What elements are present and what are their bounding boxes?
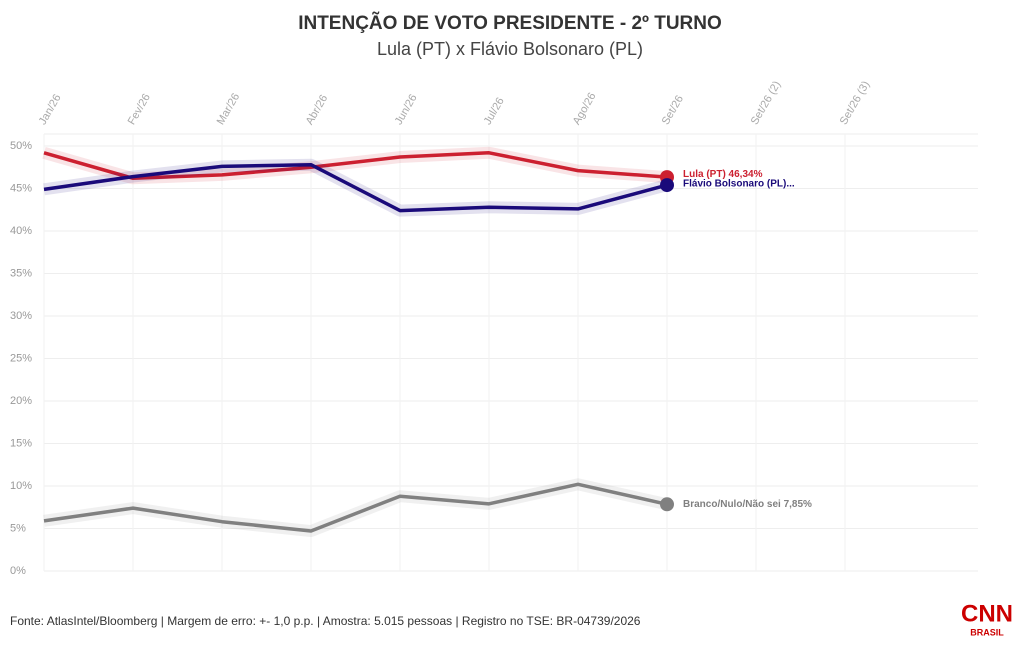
y-tick-label: 20% — [10, 395, 32, 407]
x-tick-label: Ago/26 — [571, 91, 599, 127]
end-label: Flávio Bolsonaro (PL)... — [683, 179, 795, 190]
line — [43, 162, 668, 213]
x-tick-label: Set/26 (2) — [749, 79, 784, 127]
x-tick-label: Abr/26 — [304, 93, 331, 127]
end-label: Lula (PT) 46,34% — [683, 169, 763, 180]
chart-title: INTENÇÃO DE VOTO PRESIDENTE - 2º TURNO — [298, 12, 722, 34]
x-tick-label: Set/26 (3) — [838, 79, 873, 127]
y-tick-label: 0% — [10, 565, 26, 577]
y-tick-label: 25% — [10, 352, 32, 364]
line — [43, 482, 668, 533]
end-label: Branco/Nulo/Não sei 7,85% — [683, 499, 812, 510]
end-dot — [660, 497, 674, 512]
y-tick-label: 15% — [10, 437, 32, 449]
y-tick-label: 10% — [10, 480, 32, 492]
line — [43, 151, 668, 181]
x-tick-label: Jun/26 — [393, 92, 420, 127]
y-tick-label: 30% — [10, 310, 32, 322]
y-tick-label: 50% — [10, 140, 32, 152]
x-tick-label: Set/26 — [660, 93, 686, 127]
x-tick-label: Fev/26 — [126, 92, 153, 127]
chart-subtitle: Lula (PT) x Flávio Bolsonaro (PL) — [377, 39, 643, 59]
y-tick-label: 35% — [10, 267, 32, 279]
y-tick-label: 45% — [10, 182, 32, 194]
source: Fonte: AtlasIntel/Bloomberg | Margem de … — [10, 614, 641, 628]
y-tick-label: 40% — [10, 225, 32, 237]
y-tick-label: 5% — [10, 522, 26, 534]
logo: CNN — [961, 600, 1013, 627]
x-tick-label: Jan/26 — [37, 92, 64, 127]
x-tick-label: Mar/26 — [215, 91, 243, 127]
end-dot — [660, 178, 674, 193]
logo-sub: BRASIL — [970, 627, 1004, 637]
x-tick-label: Jul/26 — [482, 96, 507, 127]
